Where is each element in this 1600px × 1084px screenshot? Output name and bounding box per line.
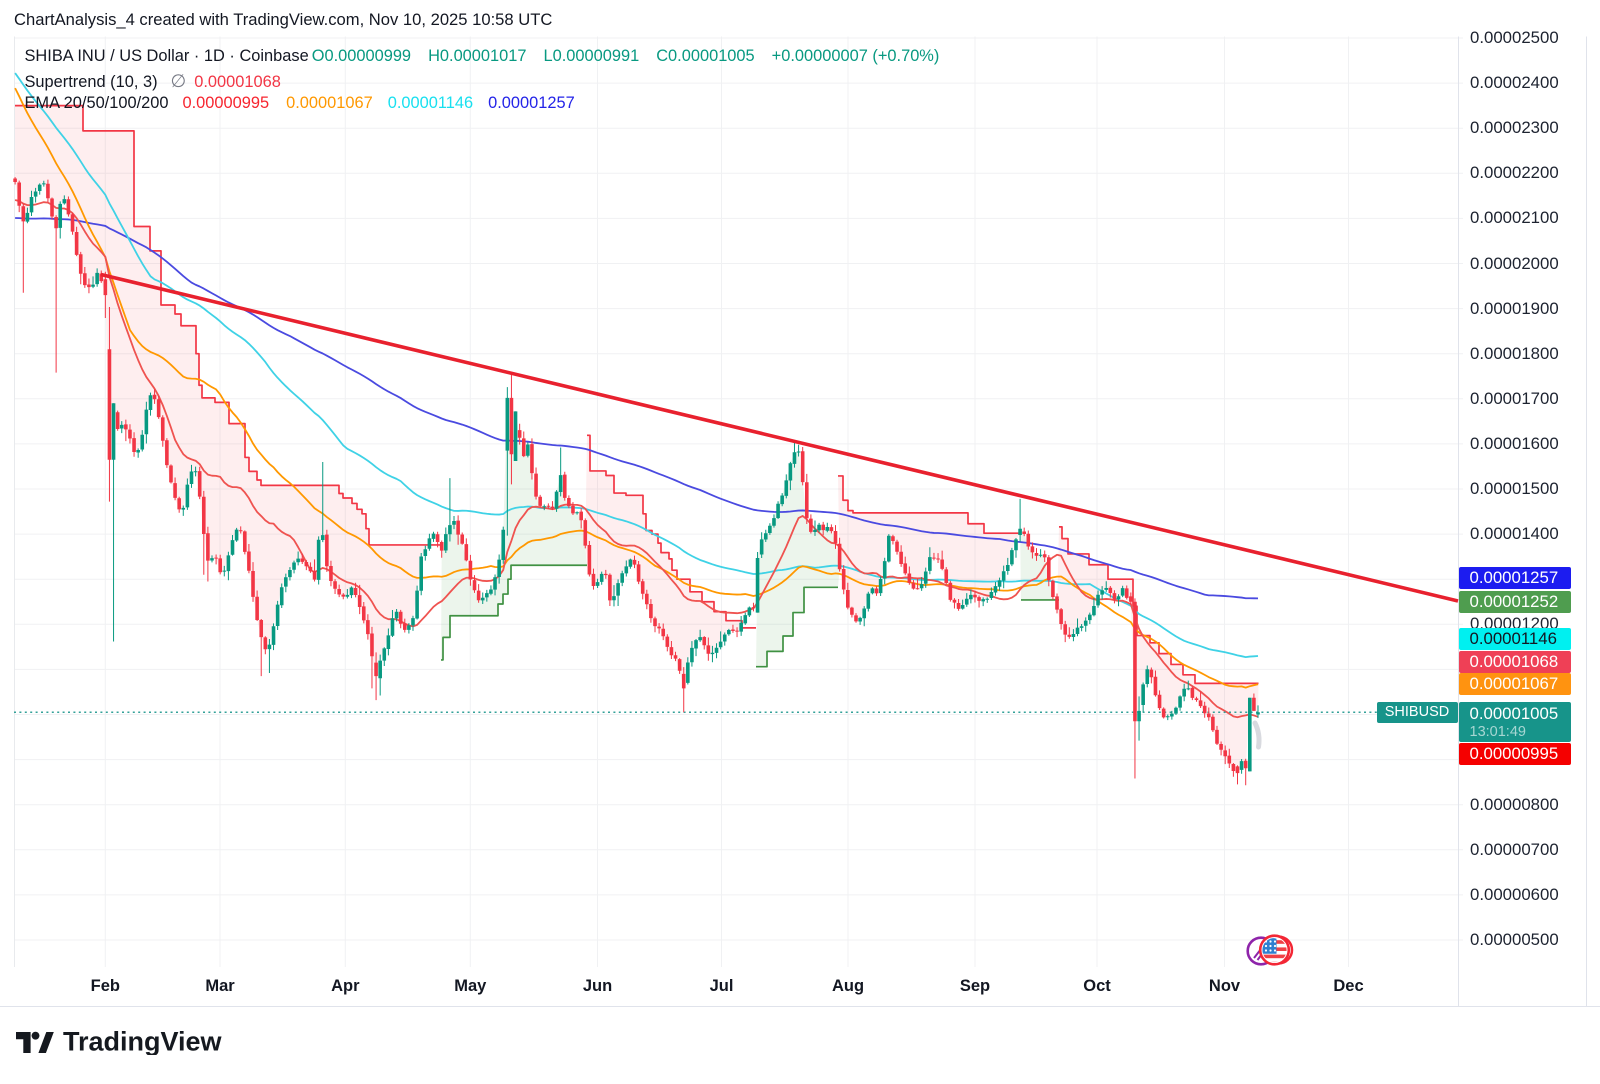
svg-text:TradingView: TradingView <box>63 1031 223 1055</box>
